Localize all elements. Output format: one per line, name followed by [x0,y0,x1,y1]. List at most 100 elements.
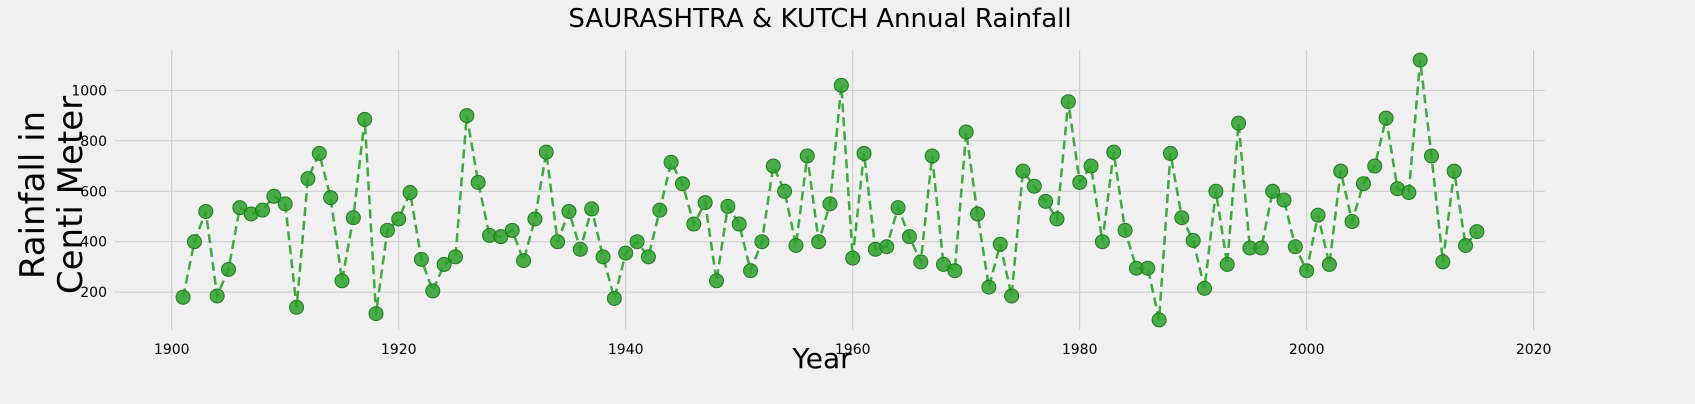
data-point [379,222,395,238]
data-point [311,145,327,161]
data-point [663,154,679,170]
data-point [970,206,986,222]
data-point [992,236,1008,252]
data-point [1355,176,1371,192]
data-point [584,201,600,217]
data-point [731,216,747,232]
data-point [436,256,452,272]
data-point [447,249,463,265]
data-point [856,145,872,161]
data-point [1231,115,1247,131]
data-point [572,241,588,257]
x-axis-label: Year [791,342,852,375]
data-point [958,124,974,140]
x-tick-label: 1980 [1062,342,1098,358]
data-point [1287,239,1303,255]
y-tick-label: 600 [80,184,107,200]
x-tick-label: 1940 [608,342,644,358]
series-line [181,59,1478,321]
data-point [300,171,316,187]
data-point [175,289,191,305]
data-point [255,202,271,218]
data-point [1026,178,1042,194]
data-point [1333,163,1349,179]
data-point [232,200,248,216]
data-point [1458,237,1474,253]
data-point [334,273,350,289]
y-axis-label: Rainfall in Centi Meter [13,96,91,294]
data-point [1038,193,1054,209]
tick-labels: 1900 1920 1940 1960 1980 2000 2020 200 400 600 800… [71,83,1551,358]
data-point [470,174,486,190]
data-point [266,188,282,204]
data-point [811,234,827,250]
data-point [879,239,895,255]
data-point [402,185,418,201]
data-point [935,256,951,272]
data-point [799,148,815,164]
data-point [913,254,929,270]
y-tick-label: 400 [80,235,107,251]
data-point [550,234,566,250]
data-point [538,144,554,160]
data-point [345,210,361,226]
data-point [289,299,305,315]
data-point [1299,263,1315,279]
x-tick-label: 2000 [1289,342,1325,358]
data-point [686,216,702,232]
data-point [391,211,407,227]
data-point [1412,52,1428,68]
data-point [1378,110,1394,126]
y-axis-label-line2: Centi Meter [51,96,91,294]
data-point [1219,256,1235,272]
data-point [1015,163,1031,179]
data-point [1004,288,1020,304]
grid [115,50,1545,330]
data-point [1435,254,1451,270]
x-tick-label: 1960 [835,342,871,358]
data-point [357,111,373,127]
data-point [527,211,543,227]
data-point [1276,192,1292,208]
data-point [1083,158,1099,174]
data-point [640,249,656,265]
data-point [754,234,770,250]
y-tick-label: 800 [80,134,107,150]
data-point [1253,240,1269,256]
x-tick-label: 2020 [1516,342,1552,358]
data-point [1072,174,1088,190]
data-point [1197,280,1213,296]
data-point [368,306,384,322]
data-point [1060,94,1076,110]
data-point [777,183,793,199]
data-point [901,229,917,245]
y-axis-label-line1: Rainfall in [13,111,53,279]
data-point [516,253,532,269]
data-point [674,176,690,192]
data-point [1162,145,1178,161]
data-point [981,279,997,295]
data-point [1140,260,1156,276]
data-point [1321,256,1337,272]
data-point [1310,207,1326,223]
data-point [459,108,475,124]
data-point [924,148,940,164]
data-point [277,196,293,212]
data-point [595,249,611,265]
data-point [561,203,577,219]
chart-title: SAURASHTRA & KUTCH Annual Rainfall [568,4,1071,34]
data-point [186,234,202,250]
data-point [720,198,736,214]
data-point [1424,148,1440,164]
data-point [618,245,634,261]
y-tick-label: 200 [80,285,107,301]
data-point [629,234,645,250]
data-point [1367,158,1383,174]
x-tick-label: 1900 [154,342,190,358]
data-point [697,195,713,211]
data-point [1094,234,1110,250]
data-point [788,237,804,253]
data-point [1446,163,1462,179]
data-point [833,77,849,93]
data-point [1185,232,1201,248]
